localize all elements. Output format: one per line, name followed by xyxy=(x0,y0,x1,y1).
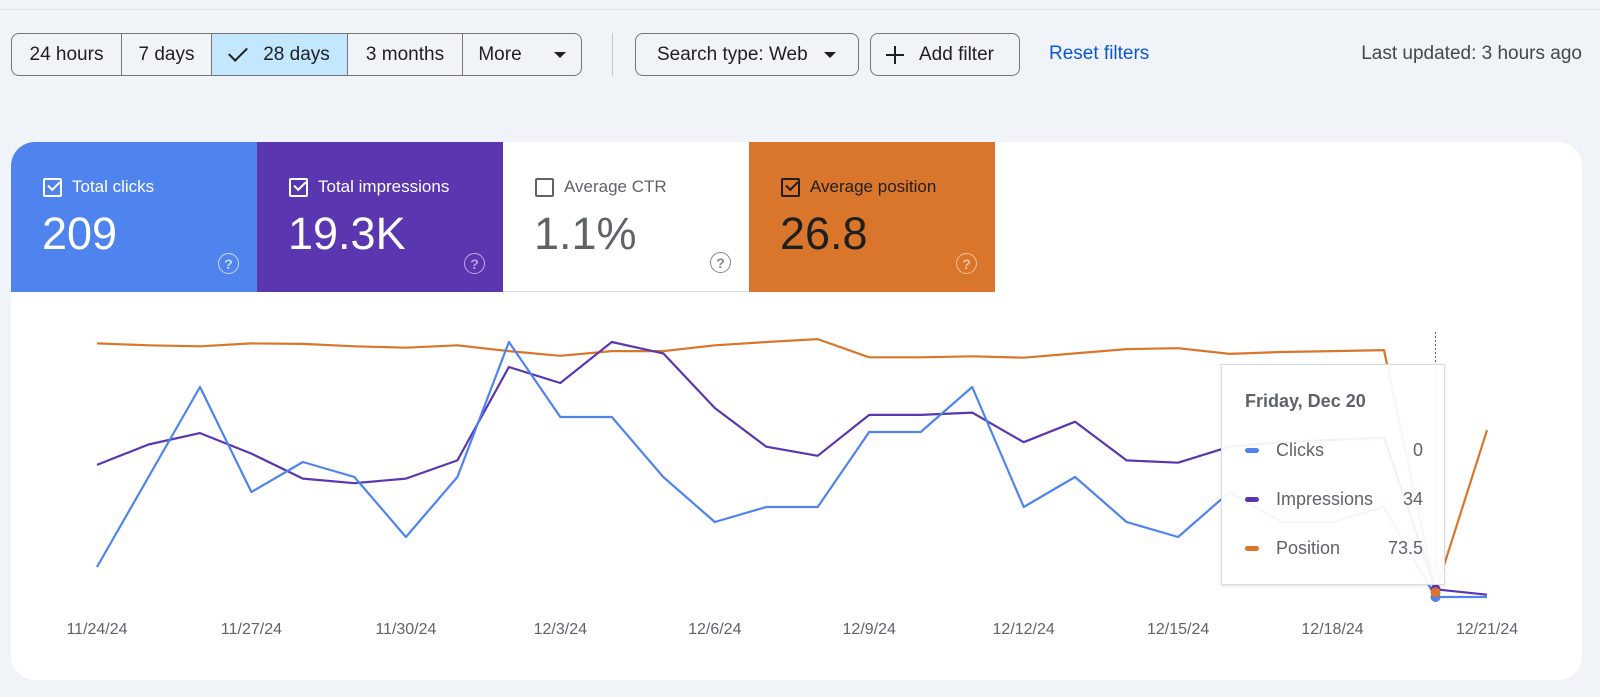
reset-filters-link[interactable]: Reset filters xyxy=(1049,43,1150,64)
help-icon[interactable]: ? xyxy=(710,252,731,273)
metric-value: 19.3K xyxy=(288,208,406,259)
help-icon[interactable]: ? xyxy=(956,253,977,274)
metric-average-ctr[interactable]: Average CTR 1.1% ? xyxy=(503,142,749,292)
plus-icon xyxy=(886,45,904,64)
tooltip-row-position: Position 73.5 xyxy=(1245,536,1423,560)
date-option-24-hours[interactable]: 24 hours xyxy=(12,34,122,75)
metric-label-text: Total clicks xyxy=(72,177,155,196)
series-line-position[interactable] xyxy=(96,338,1489,594)
check-icon xyxy=(228,41,249,62)
x-tick-label: 12/3/24 xyxy=(534,621,587,638)
tooltip-row-clicks: Clicks 0 xyxy=(1245,438,1423,462)
date-option-more[interactable]: More xyxy=(463,34,581,75)
chevron-down-icon xyxy=(823,51,836,58)
date-option-label: 3 months xyxy=(365,43,445,65)
date-option-label: 28 days xyxy=(263,43,330,65)
date-option-28-days[interactable]: 28 days xyxy=(212,34,348,75)
tooltip-title: Friday, Dec 20 xyxy=(1245,391,1366,411)
metric-value: 1.1% xyxy=(534,208,637,259)
x-tick-label: 11/30/24 xyxy=(375,621,436,638)
tooltip-row-value: 0 xyxy=(1412,439,1423,460)
date-option-label: 7 days xyxy=(138,43,195,65)
date-option-3-months[interactable]: 3 months xyxy=(348,34,463,75)
help-icon[interactable]: ? xyxy=(464,253,485,274)
x-tick-label: 11/27/24 xyxy=(221,621,282,638)
x-tick-label: 12/21/24 xyxy=(1456,621,1518,638)
help-icon[interactable]: ? xyxy=(218,253,239,274)
series-swatch xyxy=(1245,496,1259,502)
last-updated-text: Last updated: 3 hours ago xyxy=(1361,43,1582,64)
x-tick-label: 12/15/24 xyxy=(1147,621,1209,638)
series-swatch xyxy=(1245,447,1259,453)
x-tick-label: 12/6/24 xyxy=(688,621,741,638)
tooltip-row-value: 73.5 xyxy=(1387,537,1423,558)
checkbox-checked-icon[interactable] xyxy=(781,177,800,197)
metric-label: Total impressions xyxy=(289,177,449,197)
chart-tooltip: Friday, Dec 20 Clicks 0 Impressions 34 P… xyxy=(1221,364,1445,585)
top-divider xyxy=(0,9,1600,10)
tooltip-row-label: Clicks xyxy=(1276,439,1324,460)
metric-average-position[interactable]: Average position 26.8 ? xyxy=(749,142,995,292)
toolbar-divider xyxy=(612,33,613,76)
x-tick-label: 12/12/24 xyxy=(993,621,1055,638)
series-swatch xyxy=(1245,545,1259,551)
metric-label: Average position xyxy=(781,177,936,197)
checkbox-checked-icon[interactable] xyxy=(43,177,62,197)
x-tick-label: 12/18/24 xyxy=(1301,621,1363,638)
tooltip-row-label: Position xyxy=(1276,537,1341,558)
tooltip-row-impressions: Impressions 34 xyxy=(1245,487,1423,511)
metric-total-impressions[interactable]: Total impressions 19.3K ? xyxy=(257,142,503,292)
tooltip-row-value: 34 xyxy=(1402,488,1423,509)
search-type-label: Search type: Web xyxy=(657,43,808,65)
performance-card: Total clicks 209 ? Total impressions 19.… xyxy=(11,142,1582,680)
checkbox-checked-icon[interactable] xyxy=(289,177,308,197)
search-type-dropdown[interactable]: Search type: Web xyxy=(635,33,859,76)
x-tick-label: 12/9/24 xyxy=(843,621,896,638)
metric-label-text: Average position xyxy=(810,177,937,196)
metric-label: Total clicks xyxy=(43,177,154,197)
metric-label: Average CTR xyxy=(535,177,667,197)
add-filter-button[interactable]: Add filter xyxy=(870,33,1020,76)
metric-total-clicks[interactable]: Total clicks 209 ? xyxy=(11,142,257,292)
tooltip-row-label: Impressions xyxy=(1276,488,1374,509)
chevron-down-icon xyxy=(553,51,566,58)
date-option-7-days[interactable]: 7 days xyxy=(122,34,212,75)
x-tick-label: 11/24/24 xyxy=(66,621,127,638)
metric-value: 209 xyxy=(42,208,118,259)
date-option-label: More xyxy=(478,43,522,65)
highlight-point-position xyxy=(1430,587,1441,598)
checkbox-unchecked-icon[interactable] xyxy=(535,177,554,197)
date-range-selector: 24 hours 7 days 28 days 3 months More xyxy=(11,33,582,76)
metric-label-text: Total impressions xyxy=(318,177,450,196)
metric-value: 26.8 xyxy=(780,208,868,259)
metric-label-text: Average CTR xyxy=(564,177,667,196)
add-filter-label: Add filter xyxy=(919,43,994,65)
date-option-label: 24 hours xyxy=(29,43,104,65)
